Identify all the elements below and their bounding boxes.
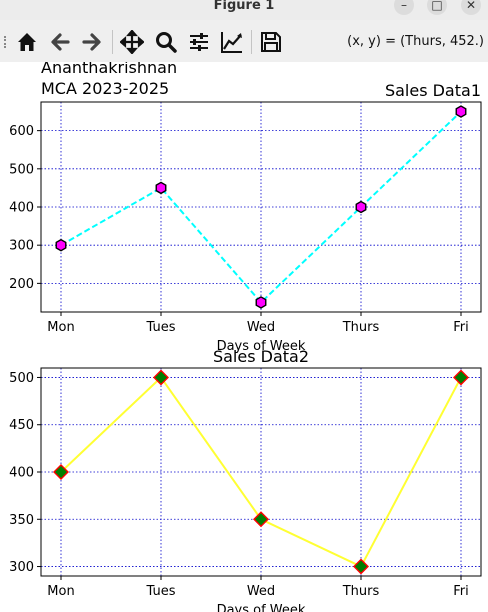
y-tick-label: 350 xyxy=(9,513,34,528)
chart-title: Sales Data1 xyxy=(385,81,481,100)
series-line xyxy=(60,110,462,304)
y-tick-label: 200 xyxy=(9,277,34,292)
x-tick-label: Wed xyxy=(247,584,275,599)
x-axis-label: Days of Week xyxy=(217,603,306,612)
edit-axis-icon[interactable] xyxy=(219,29,245,55)
toolbar: (x, y) = (Thurs, 452.) xyxy=(0,20,488,63)
minimize-icon[interactable]: – xyxy=(394,0,414,15)
pan-icon[interactable] xyxy=(119,29,145,55)
figure-canvas[interactable]: Ananthakrishnan MCA 2023-2025 Mon Tues Wed… xyxy=(0,62,488,612)
toolbar-separator xyxy=(251,30,252,54)
x-tick-label: Fri xyxy=(453,584,469,599)
toolbar-separator xyxy=(112,30,113,54)
data-point-marker xyxy=(355,200,367,214)
y-tick-label: 500 xyxy=(9,162,34,177)
data-point-marker xyxy=(453,369,469,386)
window-titlebar: Figure 1 – □ ✕ xyxy=(0,0,488,20)
save-icon[interactable] xyxy=(258,29,284,55)
data-point-marker xyxy=(153,369,169,386)
y-tick-label: 600 xyxy=(9,124,34,139)
x-tick-label: Tues xyxy=(146,320,176,335)
x-tick-label: Tues xyxy=(146,584,176,599)
window-title: Figure 1 xyxy=(213,0,275,13)
home-icon[interactable] xyxy=(14,29,40,55)
data-point-marker xyxy=(353,558,369,575)
data-point-marker xyxy=(455,105,467,118)
data-point-marker xyxy=(53,464,69,480)
plot-area xyxy=(41,368,481,576)
y-tick-label: 400 xyxy=(9,201,34,216)
back-icon[interactable] xyxy=(47,29,73,55)
data-point-marker xyxy=(253,511,269,528)
maximize-icon[interactable]: □ xyxy=(427,0,447,15)
figure-text-name: Ananthakrishnan xyxy=(41,62,177,77)
figure-text-course: MCA 2023-2025 xyxy=(41,79,169,98)
x-tick-label: Mon xyxy=(47,584,74,599)
data-point-marker xyxy=(55,238,67,252)
coordinate-readout: (x, y) = (Thurs, 452.) xyxy=(347,34,484,49)
sales-data2-chart[interactable]: Mon Tues Wed Thurs Fri 300 350 400 450 500 Sales D… xyxy=(9,347,482,612)
data-point-marker xyxy=(255,296,267,309)
x-tick-label: Wed xyxy=(247,320,275,335)
data-point-marker xyxy=(155,181,167,195)
zoom-icon[interactable] xyxy=(153,29,179,55)
chart-title: Sales Data2 xyxy=(213,347,309,366)
y-tick-label: 450 xyxy=(9,418,34,433)
y-tick-label: 500 xyxy=(9,371,34,386)
x-axis-label: Days of Week xyxy=(217,339,306,354)
toolbar-grip xyxy=(4,36,9,48)
x-tick-label: Mon xyxy=(47,320,74,335)
y-tick-label: 300 xyxy=(9,560,34,575)
y-tick-label: 300 xyxy=(9,239,34,254)
close-icon[interactable]: ✕ xyxy=(461,0,481,15)
x-tick-label: Thurs xyxy=(342,320,380,335)
x-tick-label: Thurs xyxy=(342,584,380,599)
x-tick-label: Fri xyxy=(453,320,469,335)
y-tick-label: 400 xyxy=(9,466,34,481)
forward-icon[interactable] xyxy=(79,29,105,55)
sales-data1-chart[interactable]: Mon Tues Wed Thurs Fri 200 300 400 500 600 Sales D… xyxy=(9,81,482,354)
configure-subplots-icon[interactable] xyxy=(186,29,212,55)
